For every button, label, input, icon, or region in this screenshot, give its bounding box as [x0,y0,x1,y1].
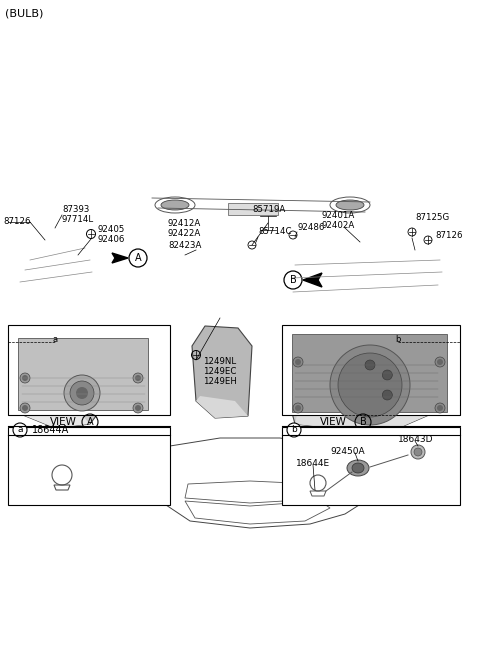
Text: 82423A: 82423A [168,241,202,251]
Polygon shape [295,394,445,434]
Circle shape [284,271,302,289]
Bar [18,338,148,410]
Circle shape [293,403,303,413]
Text: b: b [396,335,401,344]
Text: (BULB): (BULB) [5,8,43,18]
Text: B: B [360,417,366,427]
Text: VIEW: VIEW [50,417,77,427]
Ellipse shape [352,463,364,473]
Circle shape [293,357,303,367]
Text: A: A [135,253,141,263]
Text: 1249NL: 1249NL [203,356,236,365]
Text: 92412A: 92412A [168,220,201,228]
Text: 92450A: 92450A [330,447,365,457]
Circle shape [70,381,94,405]
Polygon shape [12,342,108,428]
Circle shape [76,387,88,399]
Polygon shape [112,253,128,263]
Circle shape [48,333,62,347]
Circle shape [338,353,402,417]
Circle shape [20,403,30,413]
Polygon shape [196,396,248,418]
Text: 18644A: 18644A [32,425,69,435]
Circle shape [13,423,27,437]
Ellipse shape [411,445,425,459]
Circle shape [365,360,375,370]
Text: VIEW: VIEW [320,417,347,427]
Text: 97714L: 97714L [62,216,94,224]
Circle shape [383,370,392,380]
Bar [8,427,170,505]
Text: A: A [87,417,93,427]
Text: 18643D: 18643D [398,436,433,445]
Text: 92405: 92405 [97,224,124,234]
Text: 87393: 87393 [62,205,89,215]
Bar [282,325,460,415]
Ellipse shape [414,448,422,456]
Text: 1249EH: 1249EH [203,377,237,386]
Text: 87126: 87126 [3,218,31,226]
Circle shape [437,405,443,411]
Text: b: b [291,426,297,434]
Text: 85714C: 85714C [258,228,291,237]
Text: 85719A: 85719A [252,205,285,215]
Polygon shape [303,273,322,287]
Text: 92486: 92486 [297,224,324,232]
Text: 18644E: 18644E [296,459,330,468]
Text: B: B [289,275,296,285]
Text: 92406: 92406 [97,234,124,243]
Circle shape [437,359,443,365]
Bar [292,334,447,412]
Circle shape [133,403,143,413]
Ellipse shape [161,200,189,210]
Bar [228,203,278,215]
Bar [8,325,170,415]
Polygon shape [148,456,168,481]
Circle shape [287,423,301,437]
Text: 1249EC: 1249EC [203,367,236,375]
Circle shape [383,390,392,400]
Text: a: a [17,426,23,434]
Circle shape [22,405,28,411]
Circle shape [435,403,445,413]
Bar [282,427,460,505]
Circle shape [22,375,28,381]
Text: a: a [52,335,58,344]
Circle shape [64,375,100,411]
Polygon shape [18,404,90,428]
Circle shape [295,359,301,365]
Circle shape [20,373,30,383]
Circle shape [135,405,141,411]
Text: 92402A: 92402A [322,220,355,230]
Text: 87125G: 87125G [415,213,449,222]
Circle shape [129,249,147,267]
Ellipse shape [347,460,369,476]
Ellipse shape [336,200,364,210]
Polygon shape [352,454,375,478]
Circle shape [295,405,301,411]
Circle shape [133,373,143,383]
Text: 92422A: 92422A [168,230,201,239]
Polygon shape [192,326,252,418]
Polygon shape [287,331,448,434]
Circle shape [435,357,445,367]
Text: 92401A: 92401A [322,211,355,220]
Circle shape [391,333,405,347]
Circle shape [330,345,410,425]
Circle shape [135,375,141,381]
Text: 87126: 87126 [435,232,463,241]
